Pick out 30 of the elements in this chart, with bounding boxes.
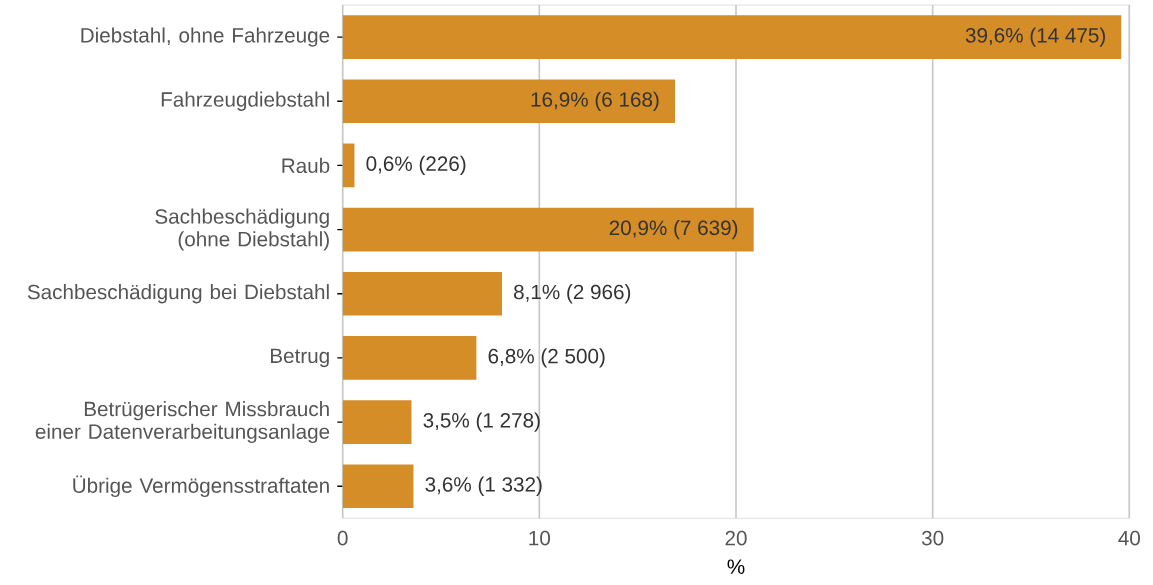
bar bbox=[342, 79, 676, 124]
x-tick-label: 20 bbox=[725, 530, 747, 546]
y-tick-label: Fahrzeugdiebstahl bbox=[161, 91, 329, 111]
bar bbox=[342, 464, 414, 509]
data-label: 0,6% (226) bbox=[366, 155, 466, 176]
x-tick-label: 10 bbox=[529, 530, 551, 546]
x-tick-label: 30 bbox=[921, 530, 944, 546]
bar bbox=[342, 400, 412, 444]
bar bbox=[342, 15, 1122, 59]
bar bbox=[342, 207, 754, 252]
data-label: 6,8% (2 500) bbox=[488, 348, 605, 368]
bar bbox=[342, 143, 355, 188]
data-label: 16,9% (6 168) bbox=[531, 91, 659, 111]
y-tick-label: Sachbeschädigung (ohne Diebstahl) bbox=[155, 208, 329, 251]
y-tick-label: Übrige Vermögensstraftaten bbox=[73, 475, 329, 498]
data-label: 3,5% (1 278) bbox=[423, 412, 540, 432]
data-label: 8,1% (2 966) bbox=[514, 284, 631, 304]
data-label: 20,9% (7 639) bbox=[609, 219, 738, 240]
y-tick-label: Raub bbox=[282, 157, 330, 174]
bar bbox=[342, 271, 502, 316]
y-tick-label: Diebstahl, ohne Fahrzeuge bbox=[81, 27, 330, 47]
y-tick-label: Betrügerischer Missbrauch einer Datenverarbeitungsanlage bbox=[35, 401, 330, 444]
data-label: 3,6% (1 332) bbox=[425, 476, 542, 496]
y-tick-label: Betrug bbox=[270, 348, 329, 368]
x-axis-title: % bbox=[727, 559, 745, 574]
x-tick-label: 40 bbox=[1118, 530, 1141, 546]
data-label: 39,6% (14 475) bbox=[965, 27, 1105, 47]
y-tick-label: Sachbeschädigung bei Diebstahl bbox=[27, 284, 329, 304]
x-tick-label: 0 bbox=[337, 530, 348, 546]
bar bbox=[342, 336, 477, 380]
